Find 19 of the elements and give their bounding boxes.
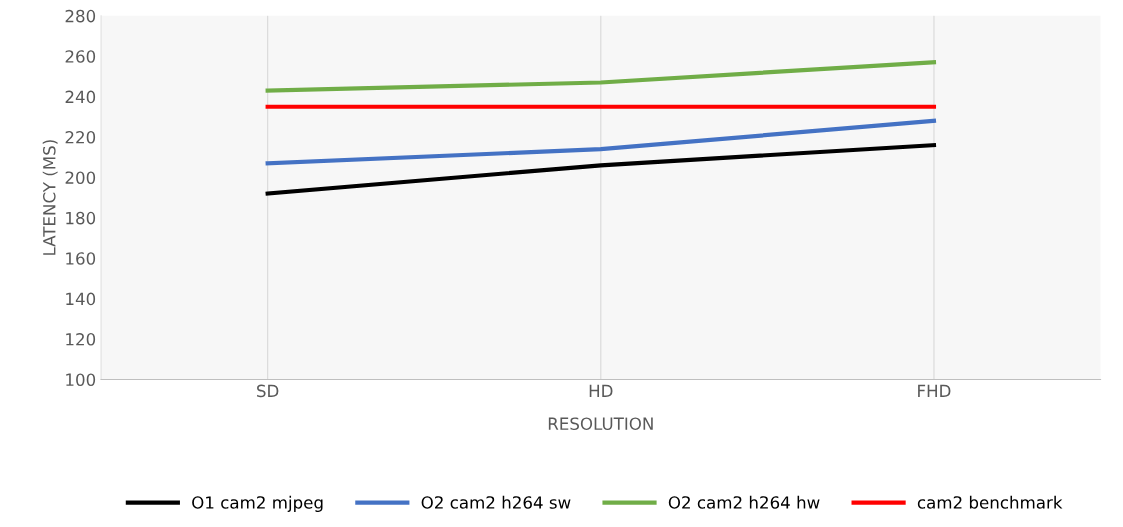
y-tick-label: 160 (66, 252, 96, 265)
y-tick-label: 180 (66, 211, 96, 225)
y-tick-label: 120 (66, 333, 96, 346)
y-axis-title: LATENCY (MS) (42, 140, 58, 255)
legend-label: O2 cam2 h264 sw (421, 495, 571, 509)
y-tick-label: 200 (65, 171, 96, 184)
y-tick-label: 280 (65, 9, 96, 23)
x-tick-label: HD (589, 384, 613, 397)
legend-label: O2 cam2 h264 hw (668, 495, 820, 509)
y-tick-label: 100 (66, 373, 96, 387)
y-tick-label: 240 (65, 90, 96, 104)
x-tick-label: SD (257, 384, 279, 398)
y-tick-label: 220 (65, 130, 96, 144)
x-tick-label: FHD (918, 384, 951, 397)
x-axis-title: RESOLUTION (548, 417, 653, 430)
y-tick-label: 140 (66, 292, 96, 306)
y-tick-label: 260 (65, 50, 96, 63)
legend-label: O1 cam2 mjpeg (192, 495, 323, 512)
legend-label: cam2 benchmark (917, 495, 1063, 509)
